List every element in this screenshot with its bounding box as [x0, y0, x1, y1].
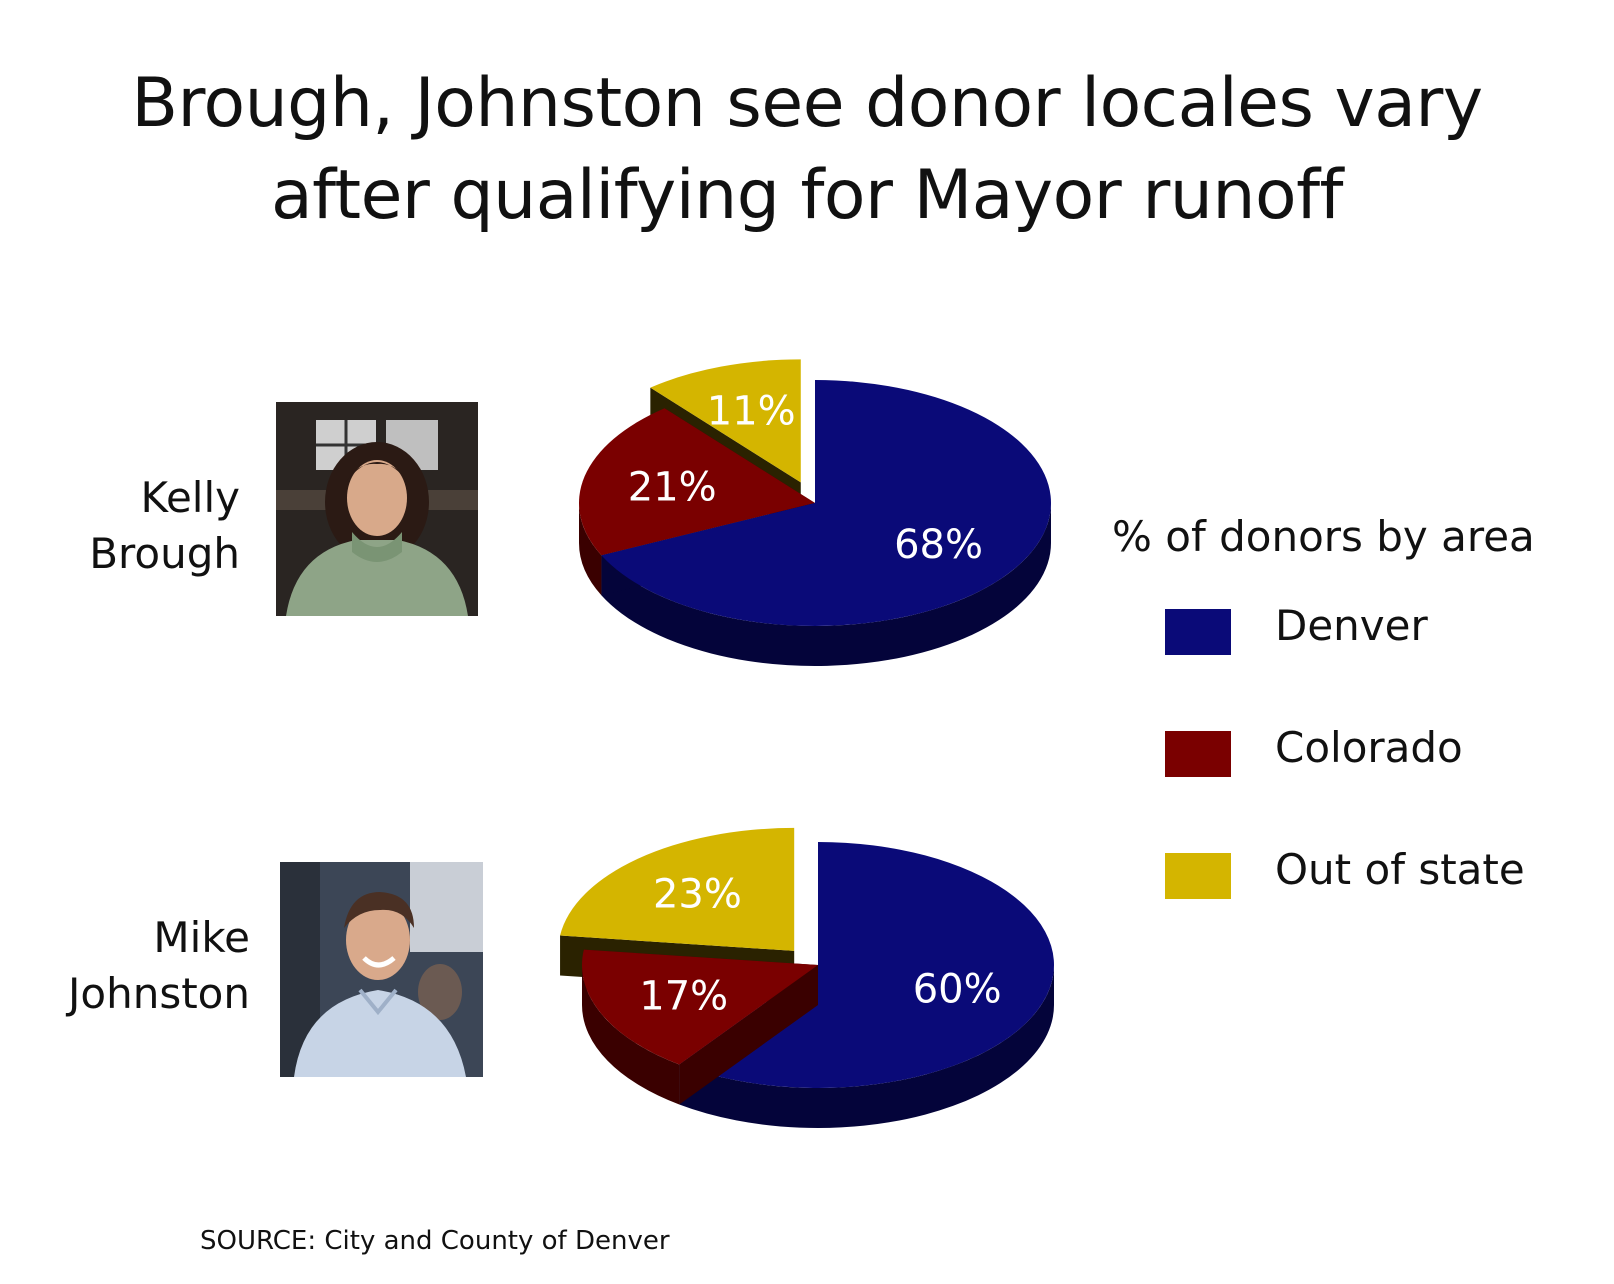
candidate-last-name: Johnston: [68, 969, 250, 1018]
legend-label: Out of state: [1275, 845, 1525, 894]
pie-data-label: 60%: [913, 967, 1002, 1013]
pie-slice-top: [581, 949, 818, 1065]
legend-swatch: [1165, 609, 1231, 655]
legend-label: Denver: [1275, 601, 1428, 650]
pie-data-label: 17%: [639, 973, 728, 1019]
pie-data-label: 11%: [707, 389, 796, 435]
chart-title: Brough, Johnston see donor locales vary …: [0, 58, 1614, 242]
legend-swatch: [1165, 731, 1231, 777]
pie-slice-side: [601, 503, 1051, 666]
title-line-2: after qualifying for Mayor runoff: [271, 156, 1343, 235]
legend-title: % of donors by area: [1112, 512, 1535, 561]
pie-data-label: 23%: [653, 872, 742, 918]
candidate-photo-brough: [276, 402, 478, 616]
pie-slice-side: [582, 965, 680, 1105]
pie-slice-side: [579, 503, 602, 596]
candidate-last-name: Brough: [89, 529, 240, 578]
pie-slice-colorado: 17%: [581, 949, 818, 1105]
pie-slice-denver: 68%: [601, 380, 1051, 666]
source-note: SOURCE: City and County of Denver: [200, 1226, 670, 1256]
legend-swatch: [1165, 853, 1231, 899]
pie-data-label: 21%: [628, 464, 717, 510]
pie-slice-top: [650, 359, 801, 483]
pie-chart-1: 11% 21% 68%: [578, 359, 1051, 666]
candidate-first-name: Kelly: [140, 473, 240, 522]
pie-slice-top: [601, 380, 1051, 626]
pie-slice-top: [560, 827, 795, 951]
candidate-name-brough: Kelly Brough: [60, 470, 240, 582]
candidate-first-name: Mike: [153, 913, 250, 962]
candidate-photo-johnston: [280, 862, 483, 1077]
title-line-1: Brough, Johnston see donor locales vary: [131, 64, 1483, 143]
legend-label: Colorado: [1275, 723, 1463, 772]
pie-data-label: 68%: [894, 522, 983, 568]
pie-slice-top: [578, 408, 815, 556]
candidate-name-johnston: Mike Johnston: [40, 910, 250, 1022]
pie-chart-2: 23% 60% 17%: [560, 827, 1055, 1128]
pie-slice-side: [679, 965, 1054, 1128]
